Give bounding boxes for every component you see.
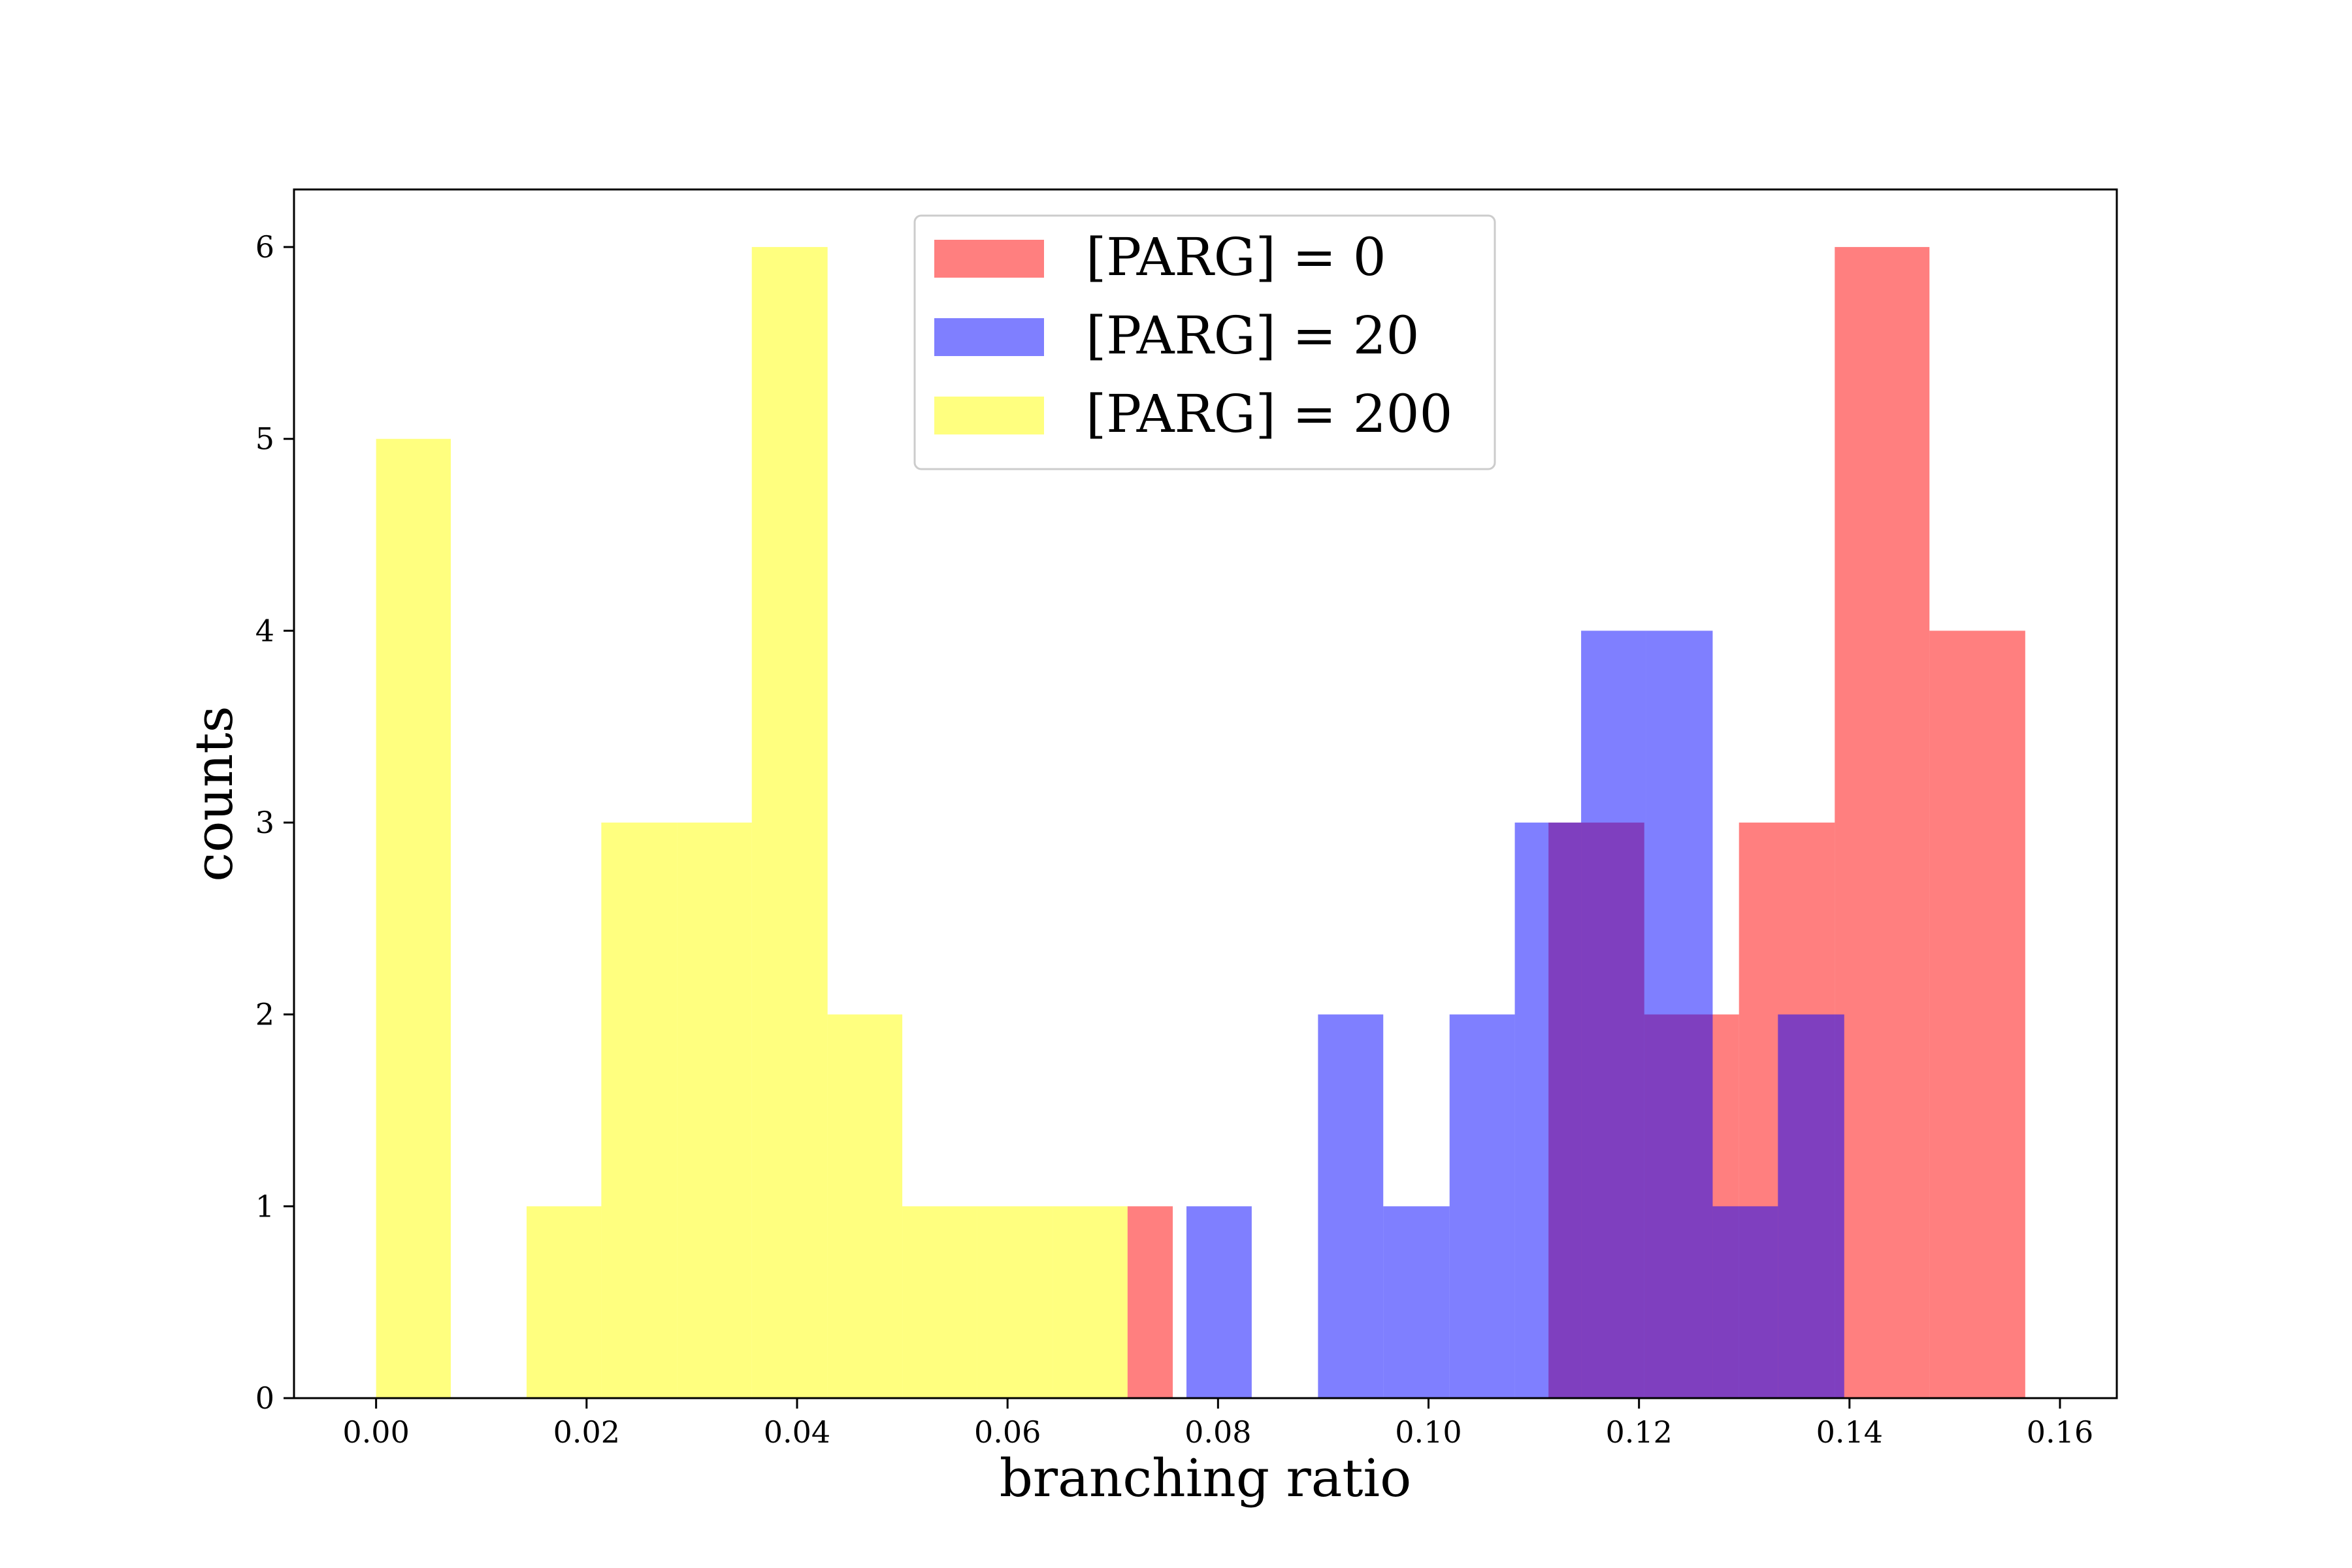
histogram-bar [1053,1206,1128,1398]
histogram-bar [601,823,678,1398]
histogram-bar [827,1014,903,1398]
histogram-bar [1127,1206,1173,1398]
histogram-bar [1449,1014,1515,1398]
x-axis-ticks: 0.00 0.02 0.04 0.06 0.08 0.10 0.12 0.14 0.16 [342,1398,2093,1450]
plot-frame [293,188,2118,1399]
legend-label: [PARG] = 20 [1086,305,1420,366]
histogram-bar [1778,1014,1844,1398]
x-tick-label: 0.16 [2027,1414,2093,1450]
histogram-bar [1383,1206,1450,1398]
histogram-bar [1186,1206,1252,1398]
x-tick-label: 0.08 [1184,1414,1251,1450]
x-tick-label: 0.04 [764,1414,830,1450]
x-tick-label: 0.00 [342,1414,409,1450]
legend-box [913,214,1496,470]
y-tick-label: 0 [255,1380,274,1416]
histogram-bar [677,823,752,1398]
histogram-bar [1835,247,1930,1399]
y-tick-label: 2 [255,997,274,1032]
histogram-bar [1712,1206,1778,1398]
x-tick-label: 0.14 [1816,1414,1883,1450]
y-tick-label: 3 [255,805,274,840]
histogram-bar [751,247,828,1399]
y-axis-label: counts [184,706,244,881]
x-axis-label: branching ratio [1000,1448,1412,1509]
histogram-bar [1581,630,1646,1398]
histogram-bar [1318,1014,1384,1398]
y-tick-label: 5 [255,421,274,457]
legend-label: [PARG] = 200 [1086,384,1452,444]
histogram-bar [902,1206,977,1398]
histogram-bar [526,1206,602,1398]
histogram-bar [977,1206,1053,1398]
histogram-bar [1929,630,2025,1398]
y-tick-label: 6 [255,229,274,265]
histogram-bar [1646,630,1713,1398]
x-tick-label: 0.06 [974,1414,1041,1450]
legend-label: [PARG] = 0 [1086,227,1386,287]
legend-swatch [934,318,1044,356]
y-tick-label: 1 [255,1188,274,1224]
bars-layer [376,247,2025,1399]
x-tick-label: 0.10 [1395,1414,1462,1450]
legend-swatch [934,240,1044,278]
legend: [PARG] = 0 [PARG] = 20 [PARG] = 200 [913,214,1496,470]
legend-swatch [934,397,1044,434]
x-tick-label: 0.12 [1605,1414,1672,1450]
x-tick-label: 0.02 [553,1414,620,1450]
histogram-bar [1514,823,1582,1398]
histogram-bar [376,438,451,1398]
y-tick-label: 4 [255,613,274,648]
y-axis-ticks: 0 1 2 3 4 5 6 [255,229,294,1416]
